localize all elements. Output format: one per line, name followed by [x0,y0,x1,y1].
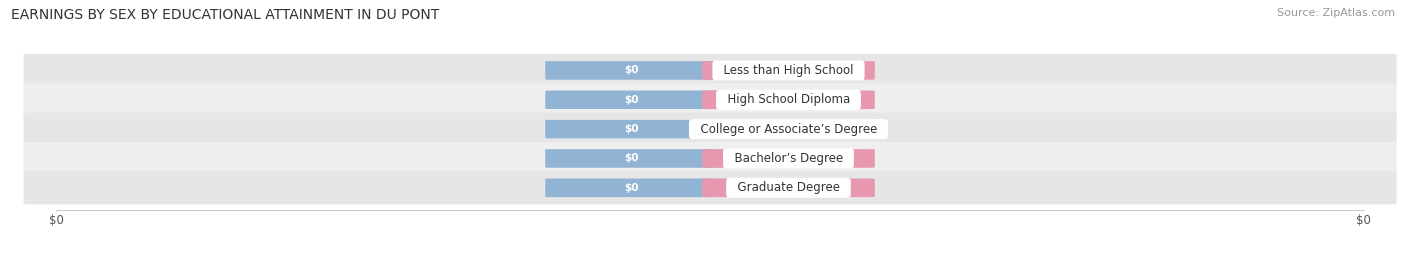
FancyBboxPatch shape [24,171,1396,204]
FancyBboxPatch shape [546,120,718,138]
FancyBboxPatch shape [24,54,1396,87]
Text: $0: $0 [624,65,638,75]
Text: EARNINGS BY SEX BY EDUCATIONAL ATTAINMENT IN DU PONT: EARNINGS BY SEX BY EDUCATIONAL ATTAINMEN… [11,8,440,22]
Text: College or Associate’s Degree: College or Associate’s Degree [693,123,884,136]
Text: $0: $0 [624,124,638,134]
FancyBboxPatch shape [702,149,875,168]
Text: $0: $0 [782,183,796,193]
FancyBboxPatch shape [546,90,718,109]
Text: Less than High School: Less than High School [716,64,860,77]
FancyBboxPatch shape [702,90,875,109]
FancyBboxPatch shape [702,179,875,197]
FancyBboxPatch shape [546,179,718,197]
Text: $0: $0 [782,95,796,105]
Text: High School Diploma: High School Diploma [720,93,858,106]
Text: Bachelor’s Degree: Bachelor’s Degree [727,152,851,165]
Text: $0: $0 [624,154,638,164]
FancyBboxPatch shape [24,113,1396,146]
Text: Graduate Degree: Graduate Degree [730,181,848,194]
Text: $0: $0 [782,124,796,134]
Text: Source: ZipAtlas.com: Source: ZipAtlas.com [1277,8,1395,18]
Text: $0: $0 [782,65,796,75]
FancyBboxPatch shape [702,120,875,138]
FancyBboxPatch shape [24,142,1396,175]
Text: $0: $0 [782,154,796,164]
FancyBboxPatch shape [702,61,875,80]
FancyBboxPatch shape [546,61,718,80]
Text: $0: $0 [624,95,638,105]
Text: $0: $0 [624,183,638,193]
FancyBboxPatch shape [24,83,1396,116]
FancyBboxPatch shape [546,149,718,168]
